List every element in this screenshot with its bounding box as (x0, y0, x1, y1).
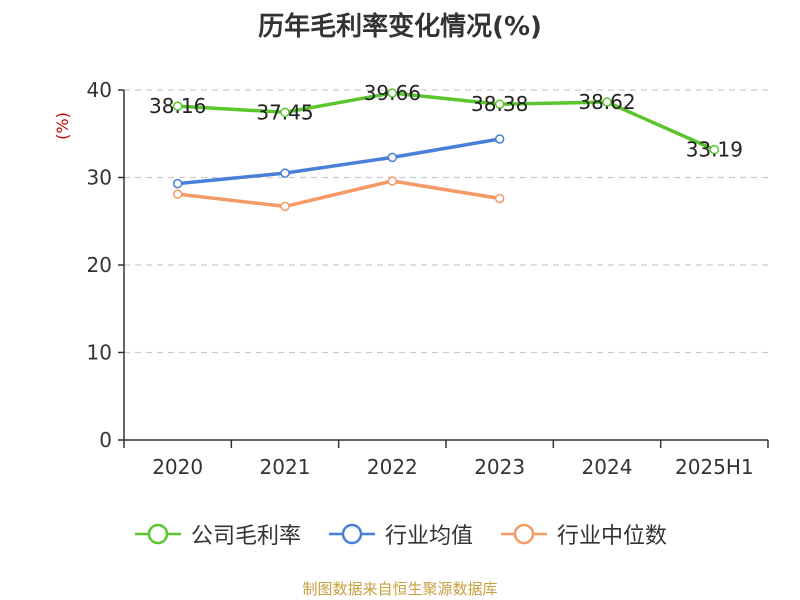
data-label: 39.66 (364, 81, 421, 105)
series-line (177, 137, 500, 186)
data-point (280, 201, 290, 212)
y-tick-label: 0 (99, 428, 112, 452)
legend-label: 公司毛利率 (190, 524, 301, 549)
legend-swatch-icon (134, 523, 181, 545)
data-label: 37.45 (256, 100, 313, 124)
legend-swatch-icon (328, 523, 375, 545)
x-tick-label: 2020 (152, 455, 203, 479)
data-point (494, 134, 505, 144)
data-point (709, 144, 720, 155)
x-tick-label: 2023 (474, 455, 525, 479)
data-point (172, 101, 183, 111)
data-point (494, 193, 505, 204)
series-line (177, 91, 716, 152)
data-point (387, 176, 398, 186)
data-point (280, 168, 290, 178)
y-axis-label: (%) (53, 112, 72, 140)
data-point (172, 178, 183, 189)
data-label: 38.16 (149, 94, 206, 118)
data-label: 33.19 (686, 138, 743, 162)
x-tick-label: 2025H1 (675, 455, 754, 479)
legend: 公司毛利率 行业均值 行业中位数 (0, 518, 800, 550)
data-point (387, 152, 398, 163)
series-layer (172, 88, 720, 212)
y-tick-label: 20 (87, 253, 112, 277)
data-point (172, 189, 183, 199)
x-tick-label: 2021 (260, 455, 311, 479)
chart-title: 历年毛利率变化情况(%) (258, 12, 542, 42)
series-line (177, 179, 500, 209)
data-point (494, 99, 505, 109)
legend-label: 行业中位数 (557, 524, 668, 549)
x-tick-label: 2024 (582, 455, 633, 479)
legend-swatch-icon (501, 523, 547, 545)
data-point (280, 107, 290, 118)
y-tick-label: 30 (87, 166, 112, 190)
legend-item[interactable]: 行业中位数 (499, 518, 667, 550)
source-note: 制图数据来自恒生聚源数据库 (302, 580, 498, 598)
legend-item[interactable]: 公司毛利率 (133, 518, 301, 550)
label-layer: 38.16 37.45 39.66 38.38 38.62 33.19 (149, 81, 743, 162)
grid-layer (124, 89, 768, 354)
legend-label: 行业均值 (384, 524, 473, 549)
axis-layer: (%) 0 10 20 30 40 2020 2021 2022 2023 2024 2025H1 (53, 78, 769, 479)
data-point (602, 97, 612, 107)
legend-item[interactable]: 行业均值 (327, 518, 473, 550)
data-label: 38.62 (578, 90, 635, 114)
data-label: 38.38 (471, 92, 528, 116)
y-tick-label: 40 (87, 78, 112, 102)
data-point (387, 88, 398, 98)
x-tick-label: 2022 (367, 455, 418, 479)
y-tick-label: 10 (87, 341, 112, 365)
